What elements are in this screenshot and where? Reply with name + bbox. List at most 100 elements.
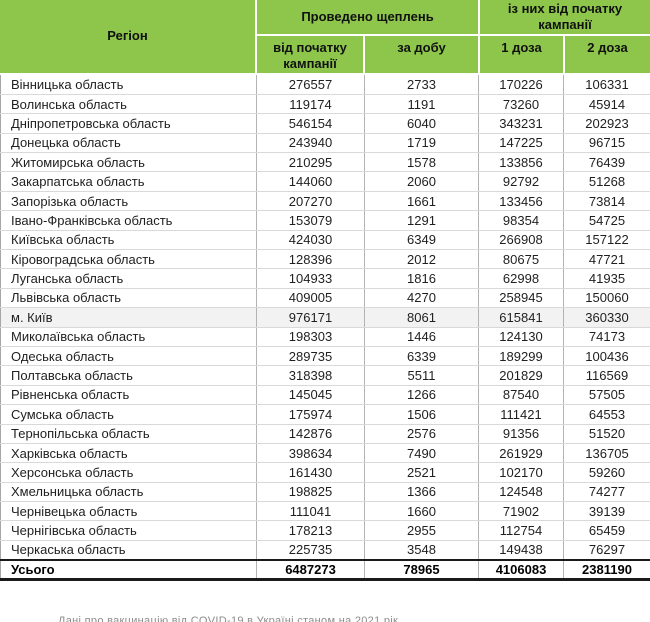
total-since-start-cell: 409005: [256, 288, 365, 309]
header-col-per-day: за добу: [365, 36, 478, 73]
table-row: м. Київ 976171 8061 615841 360330: [0, 307, 650, 328]
header-region: Регіон: [0, 0, 255, 73]
dose1-cell: 201829: [478, 365, 564, 386]
region-cell: Харківська область: [0, 443, 257, 464]
table-row: Луганська область 104933 1816 62998 4193…: [0, 268, 650, 289]
region-cell: Закарпатська область: [0, 171, 257, 192]
table-row: Вінницька область 276557 2733 170226 106…: [0, 75, 650, 95]
region-data-table: Вінницька область 276557 2733 170226 106…: [0, 75, 650, 581]
header-group-vaccinations: Проведено щеплень: [257, 0, 478, 34]
table-row: Сумська область 175974 1506 111421 64553: [0, 404, 650, 425]
region-cell: Чернівецька область: [0, 501, 257, 522]
dose2-cell: 73814: [563, 191, 650, 212]
total-since-start-cell: 161430: [256, 462, 365, 483]
per-day-cell: 1816: [364, 268, 479, 289]
header-group-since-start: із них від початку кампанії: [480, 0, 650, 34]
per-day-cell: 1446: [364, 327, 479, 347]
per-day-cell: 2733: [364, 75, 479, 95]
dose1-cell: 343231: [478, 113, 564, 134]
table-total-row: Усього 6487273 78965 4106083 2381190: [0, 558, 650, 581]
dose1-cell: 87540: [478, 385, 564, 406]
dose2-cell: 45914: [563, 94, 650, 115]
dose2-cell: 51520: [563, 424, 650, 444]
table-body: Вінницька область 276557 2733 170226 106…: [0, 75, 650, 581]
total-since-start-cell: 546154: [256, 113, 365, 134]
region-cell: Хмельницька область: [0, 482, 257, 503]
per-day-cell: 78965: [364, 558, 479, 581]
per-day-cell: 2521: [364, 462, 479, 483]
per-day-cell: 3548: [364, 540, 479, 561]
table-row: Херсонська область 161430 2521 102170 59…: [0, 462, 650, 483]
dose2-cell: 51268: [563, 171, 650, 192]
table-row: Івано-Франківська область 153079 1291 98…: [0, 210, 650, 231]
dose1-cell: 149438: [478, 540, 564, 561]
total-since-start-cell: 111041: [256, 501, 365, 522]
total-since-start-cell: 424030: [256, 230, 365, 251]
region-cell: Київська область: [0, 230, 257, 251]
per-day-cell: 2955: [364, 520, 479, 541]
table-row: Тернопільська область 142876 2576 91356 …: [0, 424, 650, 444]
total-since-start-cell: 175974: [256, 404, 365, 425]
dose2-cell: 116569: [563, 365, 650, 386]
total-since-start-cell: 198825: [256, 482, 365, 503]
dose1-cell: 170226: [478, 75, 564, 95]
table-row: Запорізька область 207270 1661 133456 73…: [0, 191, 650, 212]
per-day-cell: 6339: [364, 346, 479, 367]
dose2-cell: 39139: [563, 501, 650, 522]
region-cell: Кіровоградська область: [0, 249, 257, 270]
dose2-cell: 65459: [563, 520, 650, 541]
dose1-cell: 62998: [478, 268, 564, 289]
per-day-cell: 1191: [364, 94, 479, 115]
header-col-dose2: 2 доза: [565, 36, 650, 73]
per-day-cell: 1719: [364, 133, 479, 154]
dose1-cell: 91356: [478, 424, 564, 444]
dose1-cell: 92792: [478, 171, 564, 192]
dose2-cell: 157122: [563, 230, 650, 251]
header-col-since-start: від початку кампанії: [257, 36, 363, 73]
total-since-start-cell: 178213: [256, 520, 365, 541]
dose1-cell: 73260: [478, 94, 564, 115]
region-cell: Черкаська область: [0, 540, 257, 561]
dose1-cell: 4106083: [478, 558, 564, 581]
total-since-start-cell: 145045: [256, 385, 365, 406]
dose1-cell: 124548: [478, 482, 564, 503]
total-since-start-cell: 104933: [256, 268, 365, 289]
dose2-cell: 202923: [563, 113, 650, 134]
dose2-cell: 136705: [563, 443, 650, 464]
table-row: Львівська область 409005 4270 258945 150…: [0, 288, 650, 309]
region-cell: Запорізька область: [0, 191, 257, 212]
table-row: Чернівецька область 111041 1660 71902 39…: [0, 501, 650, 522]
per-day-cell: 4270: [364, 288, 479, 309]
per-day-cell: 1578: [364, 152, 479, 173]
region-cell: Чернігівська область: [0, 520, 257, 541]
clipped-caption-text: Дані про вакцинацію від COVID-19 в Украї…: [58, 615, 399, 622]
total-since-start-cell: 210295: [256, 152, 365, 173]
total-since-start-cell: 398634: [256, 443, 365, 464]
table-row: Полтавська область 318398 5511 201829 11…: [0, 365, 650, 386]
dose2-cell: 59260: [563, 462, 650, 483]
dose2-cell: 54725: [563, 210, 650, 231]
region-cell: Сумська область: [0, 404, 257, 425]
dose1-cell: 147225: [478, 133, 564, 154]
dose1-cell: 80675: [478, 249, 564, 270]
table-row: Чернігівська область 178213 2955 112754 …: [0, 520, 650, 541]
table-row: Закарпатська область 144060 2060 92792 5…: [0, 171, 650, 192]
table-row: Черкаська область 225735 3548 149438 762…: [0, 540, 650, 561]
dose1-cell: 102170: [478, 462, 564, 483]
dose2-cell: 360330: [563, 307, 650, 328]
region-cell: Волинська область: [0, 94, 257, 115]
region-cell: Дніпропетровська область: [0, 113, 257, 134]
per-day-cell: 1291: [364, 210, 479, 231]
region-cell: м. Київ: [0, 307, 257, 328]
region-cell: Житомирська область: [0, 152, 257, 173]
header-col-dose1: 1 доза: [480, 36, 563, 73]
region-cell: Львівська область: [0, 288, 257, 309]
per-day-cell: 6349: [364, 230, 479, 251]
total-since-start-cell: 976171: [256, 307, 365, 328]
dose2-cell: 74173: [563, 327, 650, 347]
dose1-cell: 133456: [478, 191, 564, 212]
dose1-cell: 111421: [478, 404, 564, 425]
table-row: Донецька область 243940 1719 147225 9671…: [0, 133, 650, 154]
dose1-cell: 266908: [478, 230, 564, 251]
